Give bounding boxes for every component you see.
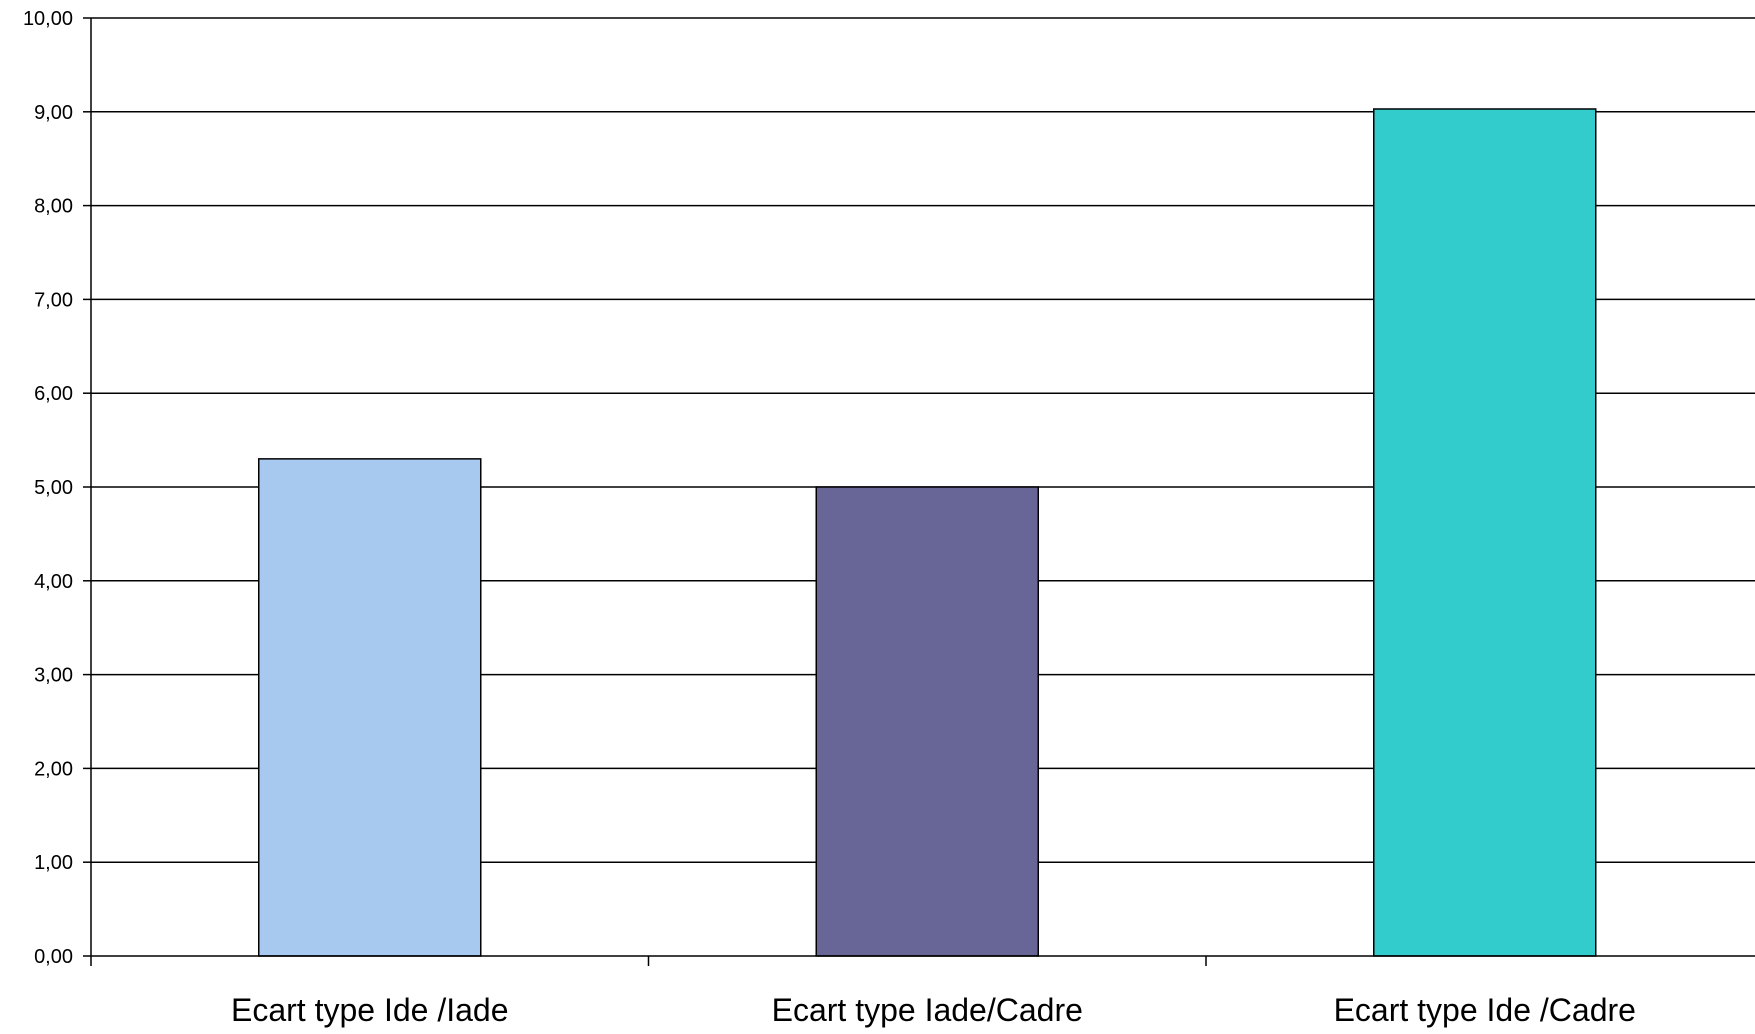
y-tick-label: 7,00 bbox=[34, 289, 73, 311]
y-tick-label: 5,00 bbox=[34, 477, 73, 499]
axes bbox=[83, 17, 1755, 966]
x-tick-label: Ecart type Ide /Cadre bbox=[1334, 992, 1636, 1028]
y-tick-label: 4,00 bbox=[34, 571, 73, 593]
y-tick-label: 8,00 bbox=[34, 196, 73, 218]
y-tick-label: 2,00 bbox=[34, 758, 73, 780]
bars bbox=[258, 108, 1597, 957]
y-tick-label: 9,00 bbox=[34, 102, 73, 124]
x-tick-label: Ecart type Iade/Cadre bbox=[772, 992, 1083, 1028]
y-tick-label: 0,00 bbox=[34, 946, 73, 968]
y-tick-label: 1,00 bbox=[34, 852, 73, 874]
bar bbox=[1373, 108, 1597, 957]
bar bbox=[258, 458, 482, 957]
tick-labels: 0,00 1,00 2,00 3,00 4,00 5,00 6,00 7,00 8,00 9,00… bbox=[23, 8, 1636, 1028]
y-tick-label: 10,00 bbox=[23, 8, 73, 30]
x-tick-label: Ecart type Ide /Iade bbox=[231, 992, 509, 1028]
bar bbox=[815, 486, 1039, 957]
y-tick-label: 6,00 bbox=[34, 383, 73, 405]
y-tick-label: 3,00 bbox=[34, 665, 73, 687]
